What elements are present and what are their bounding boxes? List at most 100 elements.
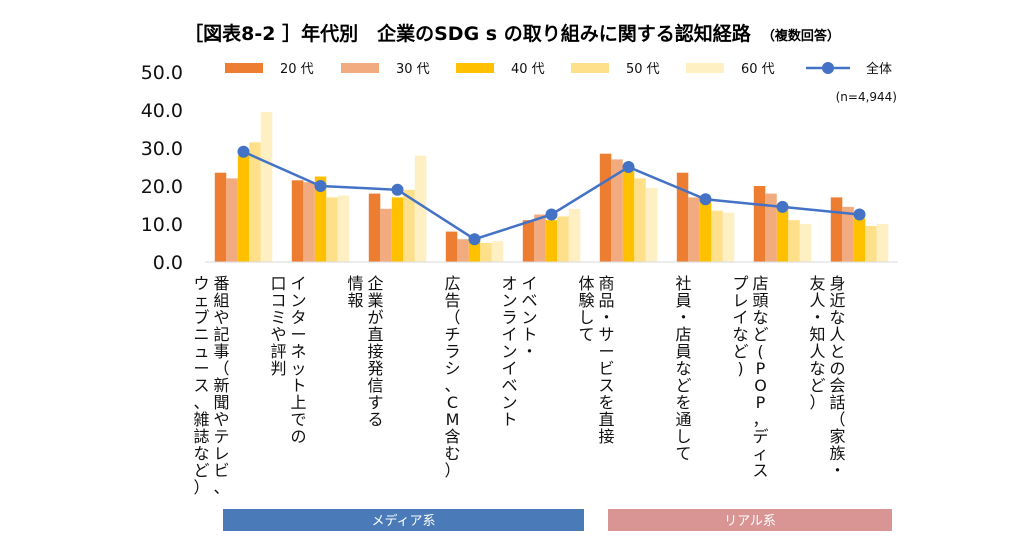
bar bbox=[799, 224, 812, 262]
y-tick-label: 0.0 bbox=[153, 252, 183, 274]
x-tick-label: 商品・サービスを直接 bbox=[598, 274, 614, 446]
line-point bbox=[853, 208, 866, 221]
bar bbox=[711, 210, 723, 262]
bar bbox=[611, 159, 623, 262]
chart-subtitle: （複数回答） bbox=[762, 28, 840, 44]
bar bbox=[291, 180, 304, 262]
x-tick-label: オンラインイベント bbox=[501, 274, 517, 429]
legend-label: 全体 bbox=[866, 61, 892, 77]
group-band-label: リアル系 bbox=[724, 514, 776, 529]
x-tick-label: インターネット上での bbox=[290, 274, 306, 446]
chart-title-group: ［図表8-2 ］年代別 企業のSDG s の取り組みに関する認知経路 （複数回答… bbox=[184, 22, 840, 45]
legend-swatch bbox=[341, 63, 379, 73]
x-tick-label: 社員・店員などを通して bbox=[675, 274, 691, 463]
x-tick-label: 企業が直接発信する bbox=[367, 274, 383, 429]
bar bbox=[753, 186, 766, 262]
bar bbox=[830, 197, 843, 262]
bar bbox=[249, 142, 261, 262]
legend-swatch bbox=[456, 63, 494, 73]
line-point bbox=[468, 233, 481, 246]
bar bbox=[865, 225, 877, 262]
line-point bbox=[545, 208, 558, 221]
bar bbox=[368, 193, 381, 262]
bar bbox=[545, 220, 558, 262]
bar bbox=[468, 241, 481, 262]
bar bbox=[534, 214, 546, 262]
bar bbox=[876, 224, 889, 262]
chart-title: ［図表8-2 ］年代別 企業のSDG s の取り組みに関する認知経路 bbox=[184, 22, 752, 45]
group-band bbox=[608, 509, 892, 531]
x-tick-label: 番組や記事（新聞やテレビ、 bbox=[213, 274, 229, 497]
y-tick-label: 20.0 bbox=[141, 176, 183, 198]
bar bbox=[403, 189, 415, 262]
x-axis-labels: 番組や記事（新聞やテレビ、ウェブニュース、雑誌など） インターネット上での口コミや… bbox=[193, 274, 845, 497]
x-tick-label: 口コミや評判 bbox=[270, 274, 286, 378]
legend-line-marker bbox=[822, 62, 834, 74]
line-series-overall bbox=[237, 145, 866, 246]
bar bbox=[676, 172, 689, 262]
y-tick-label: 30.0 bbox=[141, 138, 183, 160]
x-tick-label: 広告（チラシ、 C M 含む） bbox=[444, 274, 460, 480]
bar bbox=[842, 206, 854, 262]
bar bbox=[599, 153, 612, 262]
x-tick-label: ウェブニュース、雑誌など） bbox=[193, 274, 209, 497]
bar bbox=[568, 208, 581, 262]
bar bbox=[491, 241, 504, 262]
group-band bbox=[223, 509, 584, 531]
line-point bbox=[776, 200, 789, 213]
legend-label: 30 代 bbox=[396, 62, 430, 77]
x-tick-label: 体験して bbox=[578, 274, 594, 344]
bar bbox=[214, 172, 227, 262]
legend-swatch bbox=[571, 63, 609, 73]
line-point bbox=[314, 180, 327, 192]
x-tick-label: プレイなど) bbox=[732, 274, 748, 378]
bar bbox=[788, 220, 800, 262]
bar bbox=[303, 182, 315, 262]
line-point bbox=[622, 161, 635, 173]
bar bbox=[226, 178, 238, 262]
bar bbox=[326, 197, 338, 262]
x-tick-label: イベント・ bbox=[521, 274, 537, 361]
line-point bbox=[391, 183, 404, 196]
bar bbox=[722, 212, 735, 262]
bar bbox=[337, 195, 350, 262]
legend-label: 40 代 bbox=[511, 62, 545, 77]
group-band-label: メディア系 bbox=[371, 513, 435, 529]
x-tick-label: 店頭など(P O P ，ディス bbox=[752, 274, 768, 480]
line-point bbox=[699, 193, 712, 206]
legend-label: 20 代 bbox=[280, 62, 314, 77]
bar bbox=[699, 201, 712, 262]
bar bbox=[622, 170, 635, 262]
x-tick-label: 情報 bbox=[347, 274, 363, 310]
y-tick-label: 50.0 bbox=[141, 62, 183, 84]
legend-label: 60 代 bbox=[741, 62, 775, 77]
bar bbox=[557, 216, 569, 262]
sample-size-note: (n=4,944) bbox=[836, 90, 897, 104]
bar bbox=[688, 197, 700, 262]
bar bbox=[522, 220, 535, 262]
bar bbox=[853, 218, 866, 262]
bar bbox=[645, 187, 658, 262]
line-point bbox=[237, 145, 250, 158]
bar bbox=[457, 239, 469, 262]
legend-swatch bbox=[225, 63, 263, 73]
bar bbox=[634, 178, 646, 262]
y-tick-label: 40.0 bbox=[141, 100, 183, 122]
bar bbox=[480, 243, 492, 262]
bar bbox=[380, 208, 392, 262]
bar bbox=[776, 206, 789, 262]
legend-label: 50 代 bbox=[626, 62, 660, 77]
x-tick-label: 友人・知人など） bbox=[809, 274, 825, 412]
bar bbox=[237, 155, 250, 262]
bar bbox=[414, 155, 427, 262]
bar bbox=[314, 176, 327, 262]
y-axis: 0.0 10.0 20.0 30.0 40.0 50.0 bbox=[141, 62, 183, 274]
bar bbox=[391, 197, 404, 262]
bar bbox=[260, 111, 273, 263]
bar bbox=[765, 193, 777, 262]
x-tick-label: 身近な人との会話（家族・ bbox=[829, 274, 845, 480]
legend-swatch bbox=[686, 63, 724, 73]
group-bands: メディア系 リアル系 bbox=[223, 509, 892, 531]
y-tick-label: 10.0 bbox=[141, 214, 183, 236]
